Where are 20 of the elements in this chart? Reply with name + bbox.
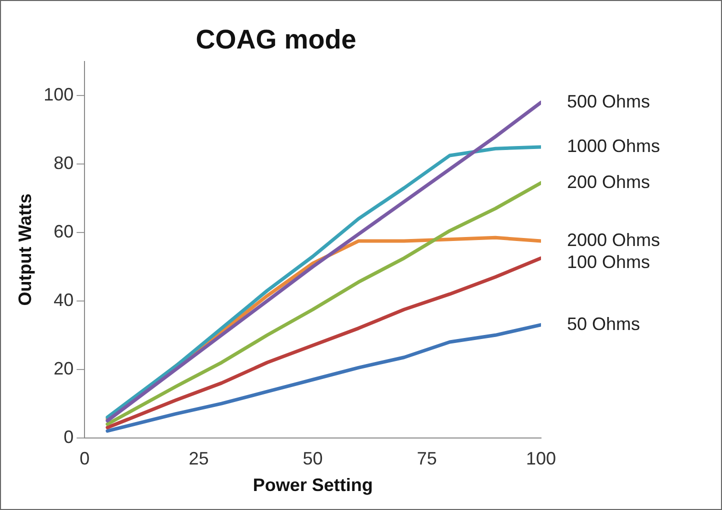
x-tick-label: 50 [302,448,323,469]
x-axis-title: Power Setting [252,475,373,496]
chart-title: COAG mode [196,24,356,55]
series-label: 500 Ohms [567,91,650,112]
y-tick-label: 60 [54,221,74,242]
x-tick-label: 100 [526,448,556,469]
series-label: 100 Ohms [567,252,650,272]
x-tick-label: 0 [80,448,90,469]
y-tick-label: 20 [54,358,74,378]
y-tick-label: 100 [44,84,74,105]
series-label: 2000 Ohms [567,230,660,250]
series-label: 50 Ohms [567,314,640,334]
y-tick-label: 80 [54,153,74,174]
series-label: 200 Ohms [567,172,650,192]
series-label: 1000 Ohms [567,136,660,156]
x-tick-label: 25 [188,448,209,469]
x-tick-label: 75 [416,448,437,469]
y-axis-title: Output Watts [14,193,35,306]
y-tick-label: 40 [54,290,74,310]
y-tick-label: 0 [64,426,74,447]
